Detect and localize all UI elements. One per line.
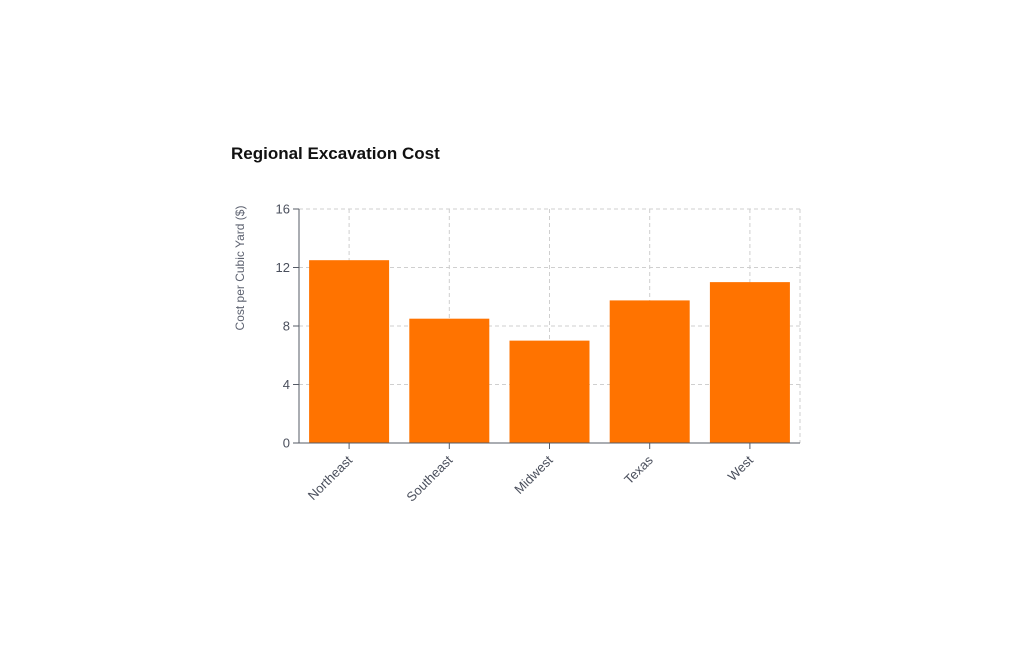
x-tick-label: Northeast bbox=[305, 452, 356, 503]
x-tick-label: West bbox=[725, 452, 757, 484]
y-tick-label: 8 bbox=[283, 319, 290, 334]
y-tick-label: 0 bbox=[283, 436, 290, 451]
grid bbox=[299, 208, 801, 443]
y-tick-label: 16 bbox=[276, 202, 290, 217]
x-tick-label: Texas bbox=[621, 452, 656, 487]
bar-midwest[interactable] bbox=[509, 340, 590, 443]
bar-west[interactable] bbox=[709, 282, 790, 443]
bar-texas[interactable] bbox=[609, 300, 690, 443]
bar-southeast[interactable] bbox=[409, 318, 490, 443]
y-axis-label: Cost per Cubic Yard ($) bbox=[233, 206, 247, 331]
y-tick-label: 4 bbox=[283, 377, 290, 392]
x-tick-label: Southeast bbox=[403, 452, 455, 504]
chart-title: Regional Excavation Cost bbox=[231, 144, 440, 163]
x-tick-label: Midwest bbox=[511, 452, 556, 497]
y-tick-label: 12 bbox=[276, 260, 290, 275]
bars bbox=[309, 260, 790, 443]
bar-northeast[interactable] bbox=[309, 260, 390, 443]
